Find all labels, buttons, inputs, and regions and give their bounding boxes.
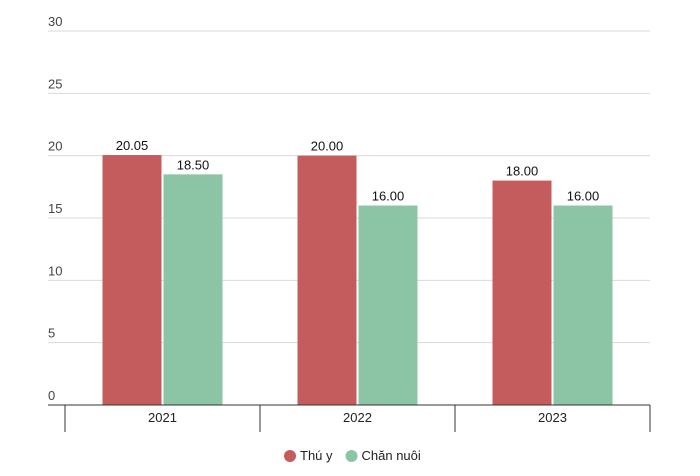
y-tick-label: 5 (48, 326, 55, 341)
data-labels: 20.05 18.50 20.00 16.00 18.00 16.00 (116, 138, 600, 203)
x-axis: 2021 2022 2023 (48, 404, 651, 432)
x-category-label: 2021 (148, 410, 177, 425)
bar[interactable] (163, 174, 223, 405)
x-category-label: 2023 (538, 410, 567, 425)
bar[interactable] (553, 205, 613, 405)
bar-value-label: 18.50 (177, 157, 210, 172)
y-axis-tick-labels: 0 5 10 15 20 25 30 (48, 14, 62, 403)
legend-marker (345, 450, 358, 462)
bar-value-label: 20.00 (311, 139, 344, 154)
y-tick-label: 30 (48, 14, 62, 29)
bar[interactable] (297, 155, 357, 405)
legend-marker (284, 450, 296, 462)
bars (102, 155, 613, 405)
legend-label: Thú y (300, 448, 333, 463)
legend[interactable]: Thú y Chăn nuôi (284, 448, 421, 463)
y-tick-label: 0 (48, 388, 55, 403)
y-tick-label: 20 (48, 139, 62, 154)
y-tick-label: 25 (48, 76, 62, 91)
bar-value-label: 20.05 (116, 138, 149, 153)
x-category-label: 2022 (343, 410, 372, 425)
bar-value-label: 16.00 (567, 189, 600, 204)
bar[interactable] (358, 205, 418, 405)
y-tick-label: 10 (48, 263, 62, 278)
y-tick-label: 15 (48, 201, 62, 216)
bar-value-label: 18.00 (506, 164, 539, 179)
bar[interactable] (102, 155, 162, 405)
bar-value-label: 16.00 (372, 189, 405, 204)
bar[interactable] (492, 180, 552, 405)
legend-label: Chăn nuôi (362, 448, 421, 463)
